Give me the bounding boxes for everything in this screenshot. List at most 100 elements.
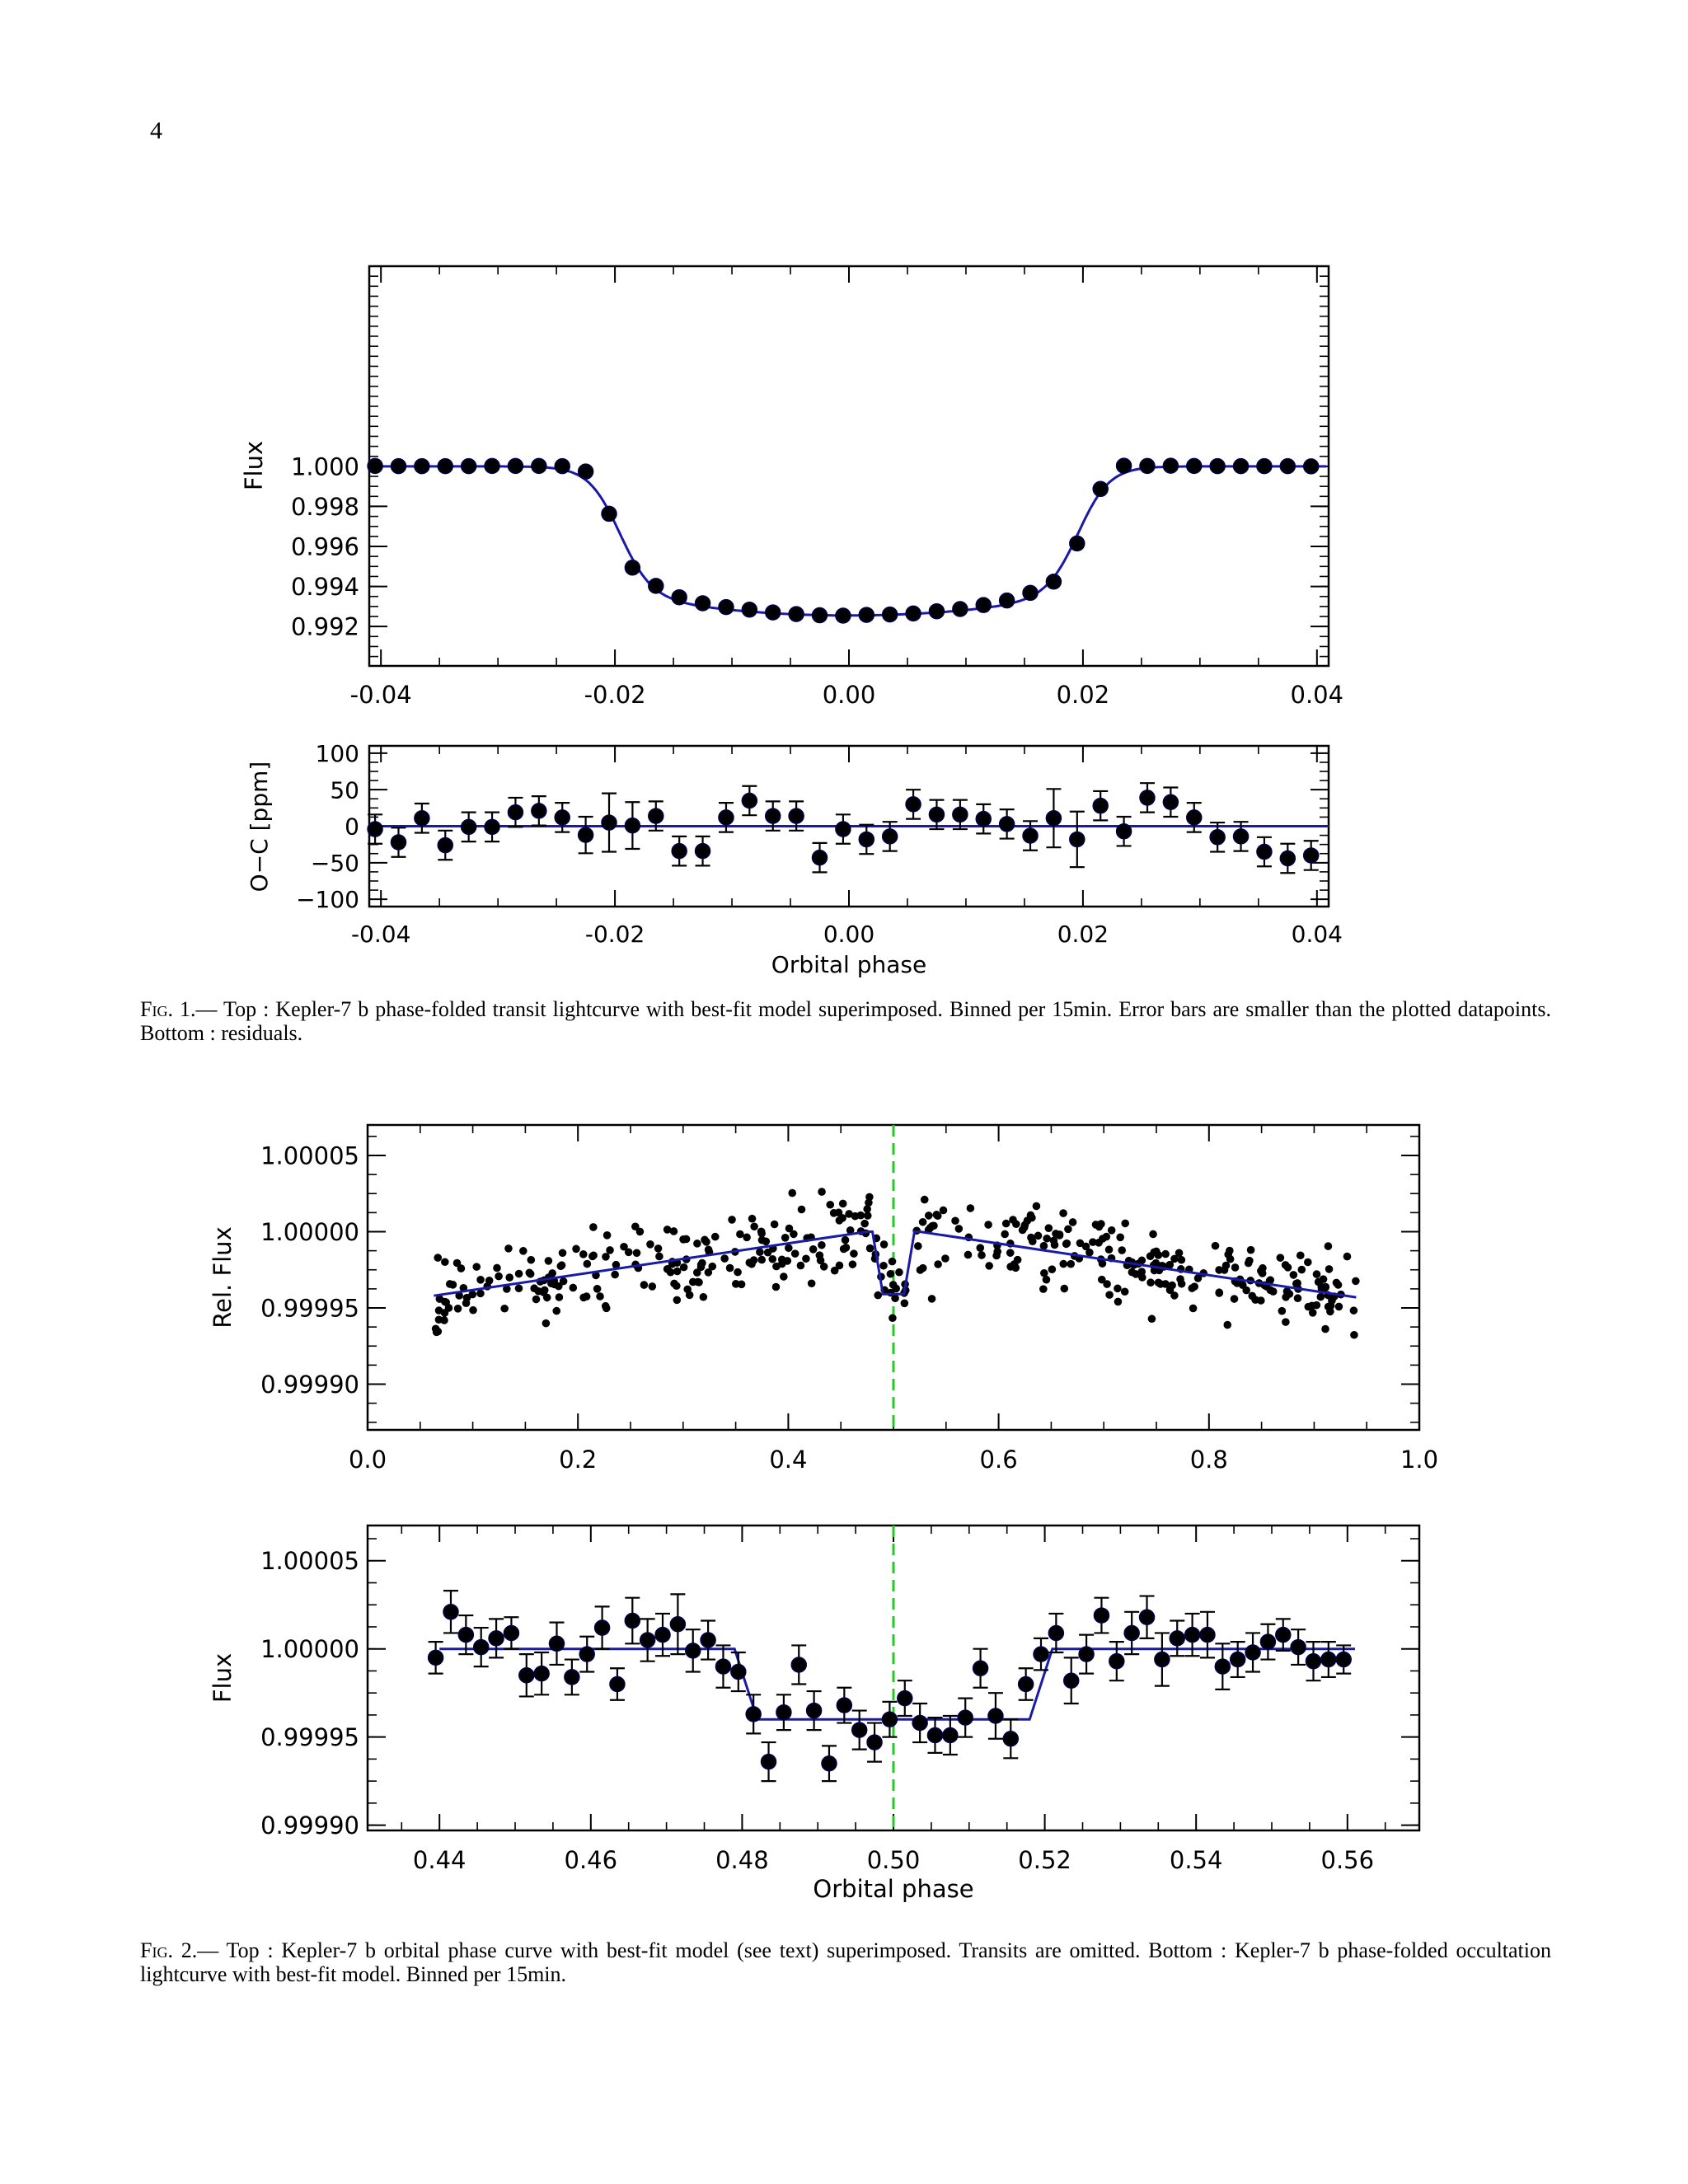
data-point (635, 1227, 645, 1236)
y-axis-label: O−C [ppm] (246, 762, 273, 893)
data-point (1042, 1275, 1051, 1284)
data-point (462, 1293, 471, 1302)
y-tick-label: 1.000 (291, 452, 359, 480)
data-point (790, 1657, 808, 1673)
data-point (632, 1249, 641, 1258)
x-tick-label: 0.44 (413, 1846, 467, 1874)
x-tick-label: 0.46 (565, 1846, 618, 1874)
data-point (1068, 1218, 1077, 1226)
y-axis-label: Flux (240, 441, 268, 490)
data-point (1214, 1658, 1231, 1675)
data-point (1089, 1238, 1097, 1246)
data-point (788, 606, 804, 622)
data-point (838, 1199, 847, 1208)
data-point (1275, 1626, 1292, 1643)
data-point (1043, 1234, 1051, 1243)
data-point (1076, 1239, 1085, 1248)
data-point (1283, 1263, 1292, 1272)
data-point (1289, 1271, 1298, 1279)
data-point (1139, 790, 1156, 806)
data-point (978, 1251, 986, 1259)
data-point (704, 1268, 713, 1277)
data-point (1215, 1288, 1223, 1297)
data-point (879, 1261, 888, 1270)
figure1-caption: Fig. 1.— Top : Kepler-7 b phase-folded t… (140, 997, 1551, 1045)
data-point (472, 1638, 490, 1656)
data-point (1002, 1731, 1020, 1747)
data-point (1009, 1216, 1017, 1224)
data-point (1064, 1225, 1072, 1234)
x-tick-label: 1.0 (1400, 1446, 1438, 1474)
data-point (1013, 1255, 1022, 1264)
data-point (993, 1247, 1002, 1256)
data-point (639, 1632, 656, 1648)
data-point (1039, 1285, 1048, 1293)
data-point (577, 827, 594, 843)
data-point (390, 834, 407, 851)
data-point (437, 837, 454, 854)
data-point (863, 1212, 872, 1220)
data-point (1059, 1259, 1068, 1268)
data-point (493, 1263, 501, 1272)
data-point (1352, 1277, 1360, 1286)
data-point (1107, 1226, 1116, 1235)
data-point (715, 1658, 732, 1675)
data-point (1184, 1626, 1201, 1643)
data-point (1116, 1233, 1125, 1242)
data-point (1343, 1252, 1352, 1261)
x-tick-label: 0.54 (1170, 1846, 1223, 1874)
y-axis-label: Rel. Flux (209, 1226, 237, 1328)
data-point (741, 792, 758, 809)
data-point (1229, 1651, 1246, 1668)
data-point (440, 1316, 448, 1324)
data-point (654, 1626, 671, 1643)
occultation-chart: 0.44 0.46 0.48 0.50 0.52 0.54 0.56 0.99990 0.999… (209, 1524, 1421, 1903)
data-point (785, 1244, 793, 1253)
data-point (976, 1244, 985, 1252)
data-point (699, 1292, 708, 1301)
data-point (1334, 1302, 1343, 1311)
data-point (1170, 1254, 1179, 1263)
data-point (1282, 1318, 1290, 1326)
data-point (780, 1272, 788, 1281)
y-tick-label: 0 (345, 813, 359, 841)
data-point (1297, 1265, 1306, 1274)
data-point (669, 1616, 687, 1633)
data-point (1282, 1287, 1292, 1296)
data-point (1048, 1265, 1057, 1273)
data-point (928, 602, 945, 620)
data-point (1104, 1245, 1114, 1254)
data-point (1028, 1213, 1036, 1222)
data-point (933, 1212, 942, 1221)
data-point (693, 1240, 701, 1248)
data-point (745, 1706, 762, 1722)
y-tick-label: 1.00005 (260, 1547, 359, 1575)
data-point (952, 806, 968, 823)
data-point (848, 1260, 857, 1268)
data-point (1001, 1219, 1010, 1228)
data-point (860, 1219, 869, 1228)
data-point (544, 1257, 553, 1265)
data-point (532, 1295, 541, 1304)
data-point (1314, 1277, 1323, 1286)
data-point (1226, 1254, 1235, 1263)
data-point (1020, 1221, 1029, 1230)
data-point (710, 1232, 720, 1241)
data-point (434, 1327, 443, 1336)
data-point (507, 457, 524, 475)
data-point (764, 808, 781, 824)
data-point (1022, 584, 1039, 602)
data-point (531, 457, 547, 475)
data-point (624, 817, 641, 834)
data-point (531, 803, 547, 819)
data-point (548, 1635, 565, 1652)
data-point (527, 1255, 536, 1264)
data-point (918, 1217, 927, 1226)
data-point (918, 1263, 927, 1272)
best-fit-model-line (434, 1230, 1357, 1299)
data-point (390, 457, 407, 475)
data-point (750, 1222, 758, 1231)
data-point (1304, 1258, 1312, 1267)
data-point (542, 1319, 551, 1328)
data-point (488, 1630, 504, 1647)
